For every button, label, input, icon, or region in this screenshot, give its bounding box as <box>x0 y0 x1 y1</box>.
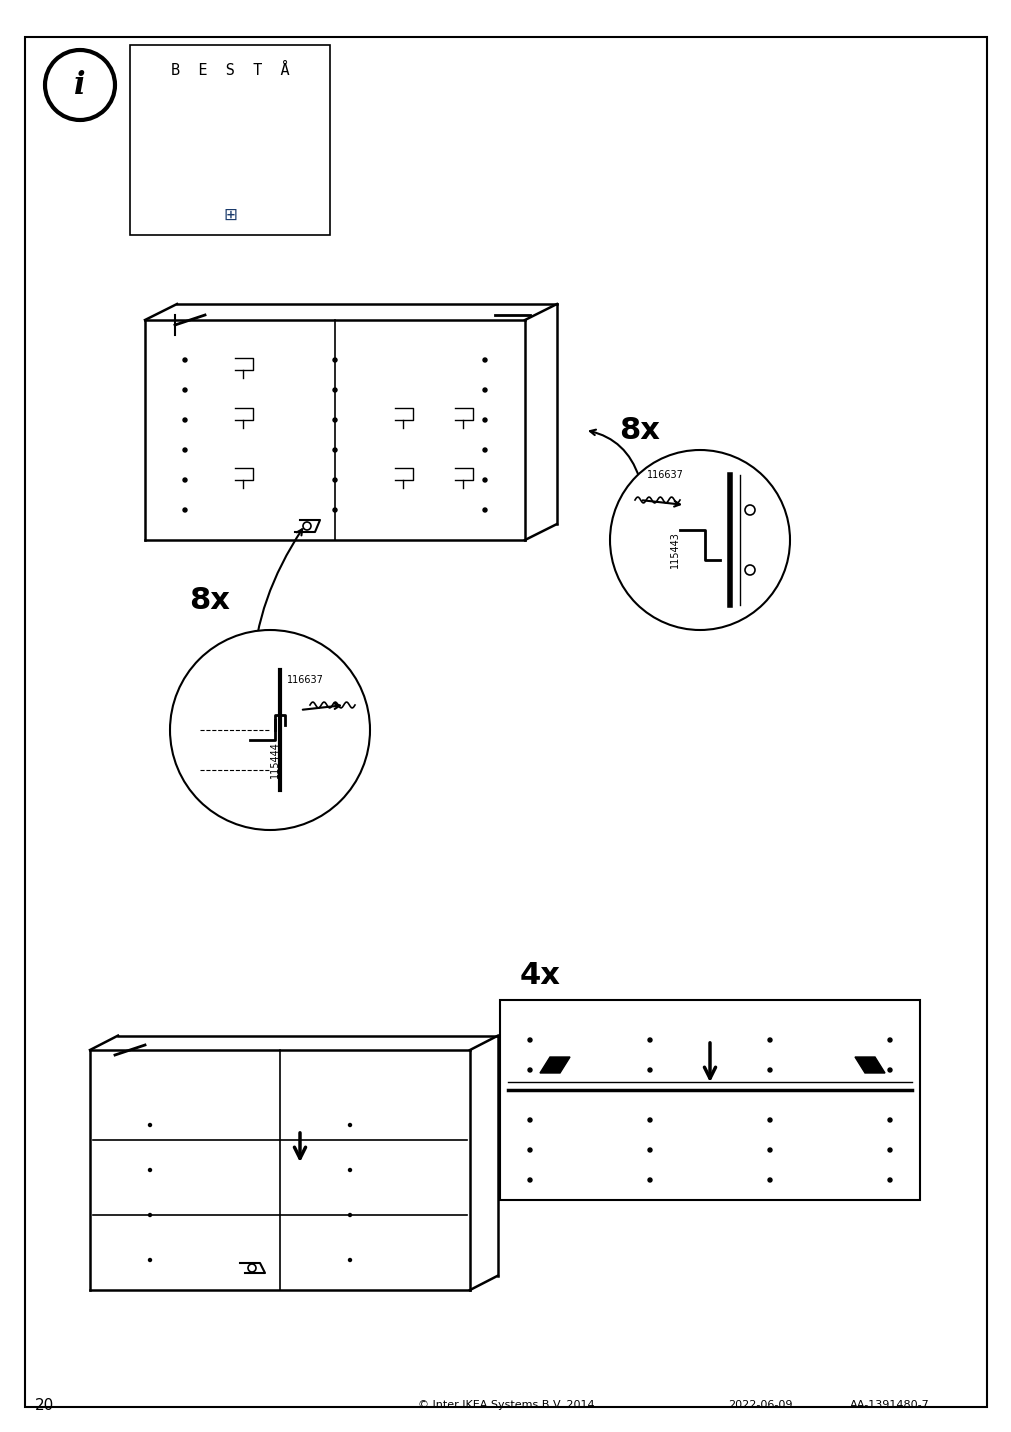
Circle shape <box>333 418 337 422</box>
Text: © Inter IKEA Systems B.V. 2014: © Inter IKEA Systems B.V. 2014 <box>418 1400 593 1411</box>
Circle shape <box>333 508 337 513</box>
Circle shape <box>887 1038 891 1042</box>
Circle shape <box>887 1148 891 1151</box>
Text: AA-1391480-7: AA-1391480-7 <box>849 1400 929 1411</box>
Circle shape <box>183 418 187 422</box>
Circle shape <box>482 448 486 453</box>
Circle shape <box>887 1179 891 1181</box>
Circle shape <box>333 358 337 362</box>
Circle shape <box>744 505 754 516</box>
Text: B  E  S  T  Å: B E S T Å <box>171 63 289 77</box>
Circle shape <box>348 1169 351 1171</box>
Text: 116637: 116637 <box>286 674 324 684</box>
Circle shape <box>647 1148 651 1151</box>
Circle shape <box>348 1213 351 1217</box>
Circle shape <box>482 418 486 422</box>
Circle shape <box>887 1118 891 1123</box>
Text: 8x: 8x <box>189 586 231 614</box>
Circle shape <box>149 1124 152 1127</box>
Text: 8x: 8x <box>619 415 660 444</box>
Circle shape <box>647 1179 651 1181</box>
Text: 2022-06-09: 2022-06-09 <box>727 1400 792 1411</box>
Circle shape <box>482 508 486 513</box>
Text: ⊞: ⊞ <box>222 206 237 223</box>
Circle shape <box>482 388 486 392</box>
Polygon shape <box>540 1057 569 1073</box>
Circle shape <box>149 1259 152 1262</box>
Circle shape <box>170 630 370 831</box>
Circle shape <box>528 1118 532 1123</box>
Text: 116637: 116637 <box>646 470 682 480</box>
Circle shape <box>183 388 187 392</box>
Circle shape <box>302 523 310 530</box>
Bar <box>499 1000 919 1200</box>
Circle shape <box>528 1068 532 1073</box>
Circle shape <box>767 1068 771 1073</box>
Text: i: i <box>74 70 86 100</box>
Circle shape <box>744 566 754 576</box>
Circle shape <box>647 1038 651 1042</box>
Text: 115444: 115444 <box>270 742 280 779</box>
Circle shape <box>149 1169 152 1171</box>
Circle shape <box>44 50 115 120</box>
Circle shape <box>767 1118 771 1123</box>
Circle shape <box>248 1264 256 1272</box>
Circle shape <box>482 478 486 483</box>
Circle shape <box>647 1118 651 1123</box>
Circle shape <box>348 1124 351 1127</box>
Circle shape <box>528 1148 532 1151</box>
Bar <box>129 44 330 235</box>
Circle shape <box>183 478 187 483</box>
Circle shape <box>348 1259 351 1262</box>
Text: 115443: 115443 <box>669 531 679 569</box>
Circle shape <box>610 450 790 630</box>
Circle shape <box>482 358 486 362</box>
Circle shape <box>647 1068 651 1073</box>
Circle shape <box>183 358 187 362</box>
Polygon shape <box>854 1057 885 1073</box>
Circle shape <box>333 478 337 483</box>
Circle shape <box>767 1148 771 1151</box>
Circle shape <box>333 388 337 392</box>
Text: 4x: 4x <box>520 961 560 990</box>
Text: 20: 20 <box>35 1398 55 1412</box>
Circle shape <box>183 448 187 453</box>
Circle shape <box>528 1038 532 1042</box>
Circle shape <box>333 448 337 453</box>
Circle shape <box>767 1179 771 1181</box>
Circle shape <box>149 1213 152 1217</box>
Circle shape <box>183 508 187 513</box>
Circle shape <box>528 1179 532 1181</box>
Circle shape <box>887 1068 891 1073</box>
Circle shape <box>767 1038 771 1042</box>
